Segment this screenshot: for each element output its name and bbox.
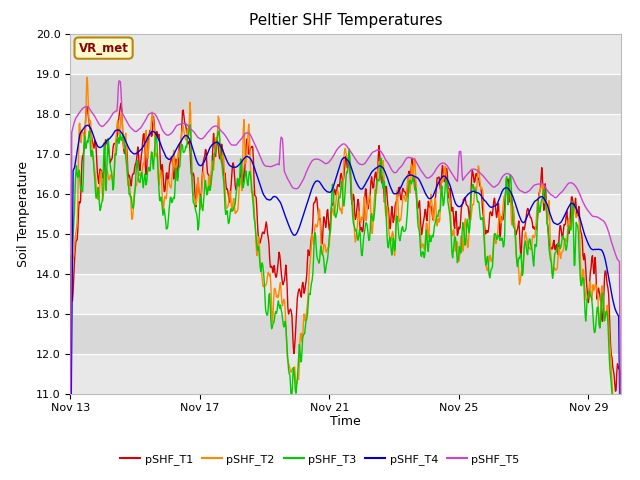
Line: pSHF_T3: pSHF_T3	[70, 125, 621, 480]
X-axis label: Time: Time	[330, 415, 361, 428]
Line: pSHF_T1: pSHF_T1	[70, 104, 621, 480]
pSHF_T4	[179, 136, 186, 142]
pSHF_T3	[141, 171, 148, 177]
pSHF_T2	[141, 139, 149, 145]
pSHF_T2	[83, 74, 91, 80]
pSHF_T3	[129, 205, 137, 211]
pSHF_T1	[130, 171, 138, 177]
Text: VR_met: VR_met	[79, 42, 129, 55]
pSHF_T1	[67, 463, 74, 468]
pSHF_T1	[352, 214, 360, 219]
pSHF_T3	[399, 224, 406, 229]
pSHF_T5	[141, 118, 149, 123]
pSHF_T2	[488, 258, 495, 264]
Bar	[70, 193, 621, 234]
Bar	[70, 274, 621, 313]
Bar	[70, 313, 621, 354]
pSHF_T3	[178, 142, 186, 147]
pSHF_T5	[67, 412, 74, 418]
pSHF_T4	[488, 204, 495, 210]
pSHF_T2	[399, 197, 406, 203]
Bar	[70, 354, 621, 394]
Bar	[70, 34, 621, 73]
pSHF_T3	[352, 227, 360, 233]
Legend: pSHF_T1, pSHF_T2, pSHF_T3, pSHF_T4, pSHF_T5: pSHF_T1, pSHF_T2, pSHF_T3, pSHF_T4, pSHF…	[116, 450, 524, 469]
pSHF_T5	[115, 78, 123, 84]
pSHF_T1	[117, 101, 125, 107]
pSHF_T4	[399, 180, 406, 186]
pSHF_T4	[130, 151, 138, 157]
pSHF_T2	[67, 464, 74, 469]
pSHF_T2	[130, 194, 138, 200]
pSHF_T1	[179, 108, 186, 114]
Y-axis label: Soil Temperature: Soil Temperature	[17, 161, 30, 266]
pSHF_T4	[84, 122, 92, 128]
Bar	[70, 234, 621, 274]
Line: pSHF_T2: pSHF_T2	[70, 77, 621, 480]
Bar	[70, 154, 621, 193]
pSHF_T5	[130, 128, 138, 133]
pSHF_T5	[399, 162, 406, 168]
Title: Peltier SHF Temperatures: Peltier SHF Temperatures	[249, 13, 442, 28]
pSHF_T5	[488, 183, 495, 189]
Bar	[70, 73, 621, 114]
Bar	[70, 114, 621, 154]
pSHF_T3	[488, 266, 495, 272]
Line: pSHF_T4: pSHF_T4	[70, 125, 621, 480]
pSHF_T1	[399, 186, 406, 192]
pSHF_T3	[186, 122, 194, 128]
pSHF_T4	[352, 179, 360, 185]
pSHF_T1	[141, 163, 149, 169]
pSHF_T5	[179, 120, 186, 126]
Line: pSHF_T5: pSHF_T5	[70, 81, 621, 480]
pSHF_T3	[67, 442, 74, 448]
pSHF_T5	[352, 157, 360, 163]
pSHF_T1	[488, 213, 495, 219]
pSHF_T2	[179, 125, 186, 131]
pSHF_T4	[141, 139, 149, 145]
pSHF_T2	[352, 236, 360, 241]
